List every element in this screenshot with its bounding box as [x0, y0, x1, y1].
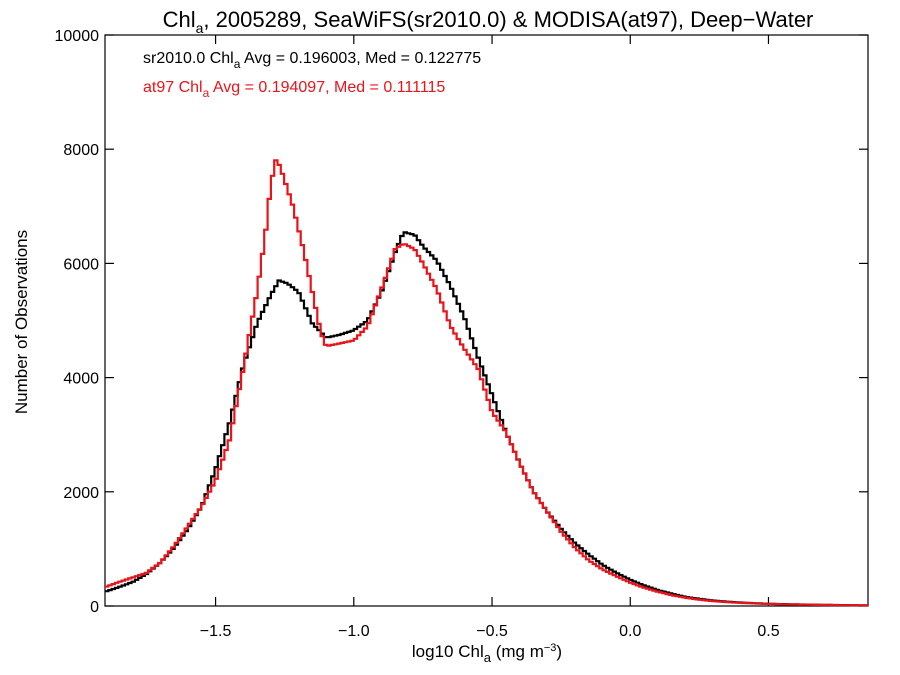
y-axis: 0 2000 4000 6000 8000 10000: [55, 28, 868, 616]
series-1-line: [105, 159, 868, 607]
y-tick-label: 6000: [63, 256, 99, 273]
x-axis-label: log10 Chla (mg m−3): [412, 642, 562, 665]
y-tick-label: 4000: [63, 371, 99, 388]
y-axis-label: Number of Observations: [12, 230, 31, 414]
y-tick-label: 10000: [55, 28, 100, 45]
x-tick-label: 0.5: [757, 623, 779, 640]
y-tick-label: 2000: [63, 485, 99, 502]
annotation-sr2010: sr2010.0 Chla Avg = 0.196003, Med = 0.12…: [143, 50, 481, 71]
x-tick-label: −1.0: [338, 623, 370, 640]
x-tick-label: 0.0: [619, 623, 641, 640]
y-tick-label: 8000: [63, 142, 99, 159]
x-tick-label: −1.5: [200, 623, 232, 640]
annotation-at97: at97 Chla Avg = 0.194097, Med = 0.111115: [143, 79, 445, 100]
y-tick-label: 0: [90, 599, 99, 616]
plot-border: [104, 34, 869, 607]
series-0-line: [105, 231, 868, 607]
x-tick-label: −0.5: [476, 623, 508, 640]
series-layer: [105, 159, 868, 607]
chart-title: Chla, 2005289, SeaWiFS(sr2010.0) & MODIS…: [163, 7, 814, 36]
plot-frame: [104, 34, 869, 607]
x-axis: −1.5 −1.0 −0.5 0.0 0.5: [200, 35, 780, 640]
